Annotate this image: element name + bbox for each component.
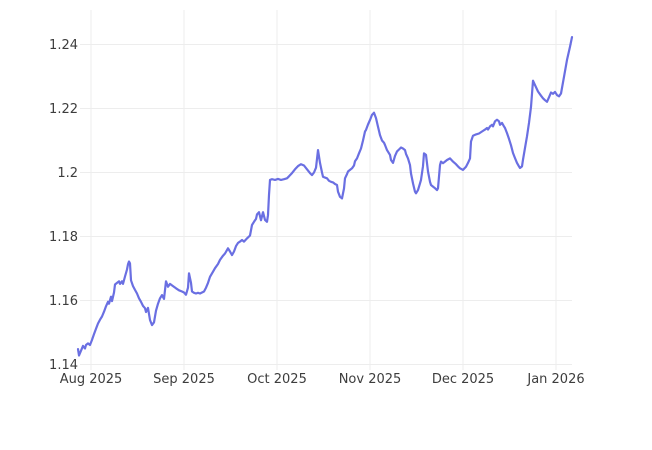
y-axis-tick-label: 1.18	[49, 230, 78, 245]
x-axis-tick-label: Oct 2025	[247, 372, 307, 387]
x-axis-tick-label: Nov 2025	[339, 372, 402, 387]
x-axis-tick-label: Sep 2025	[153, 372, 215, 387]
y-axis-tick-label: 1.2	[57, 166, 78, 181]
price-line	[76, 36, 574, 357]
y-axis-tick-label: 1.16	[49, 294, 78, 309]
x-axis-tick-label: Jan 2026	[526, 372, 584, 387]
y-axis-tick-label: 1.14	[49, 358, 78, 373]
y-axis-tick-label: 1.22	[49, 102, 78, 117]
x-axis-tick-label: Aug 2025	[60, 372, 123, 387]
x-axis-tick-label: Dec 2025	[432, 372, 494, 387]
y-axis-tick-label: 1.24	[49, 38, 78, 53]
